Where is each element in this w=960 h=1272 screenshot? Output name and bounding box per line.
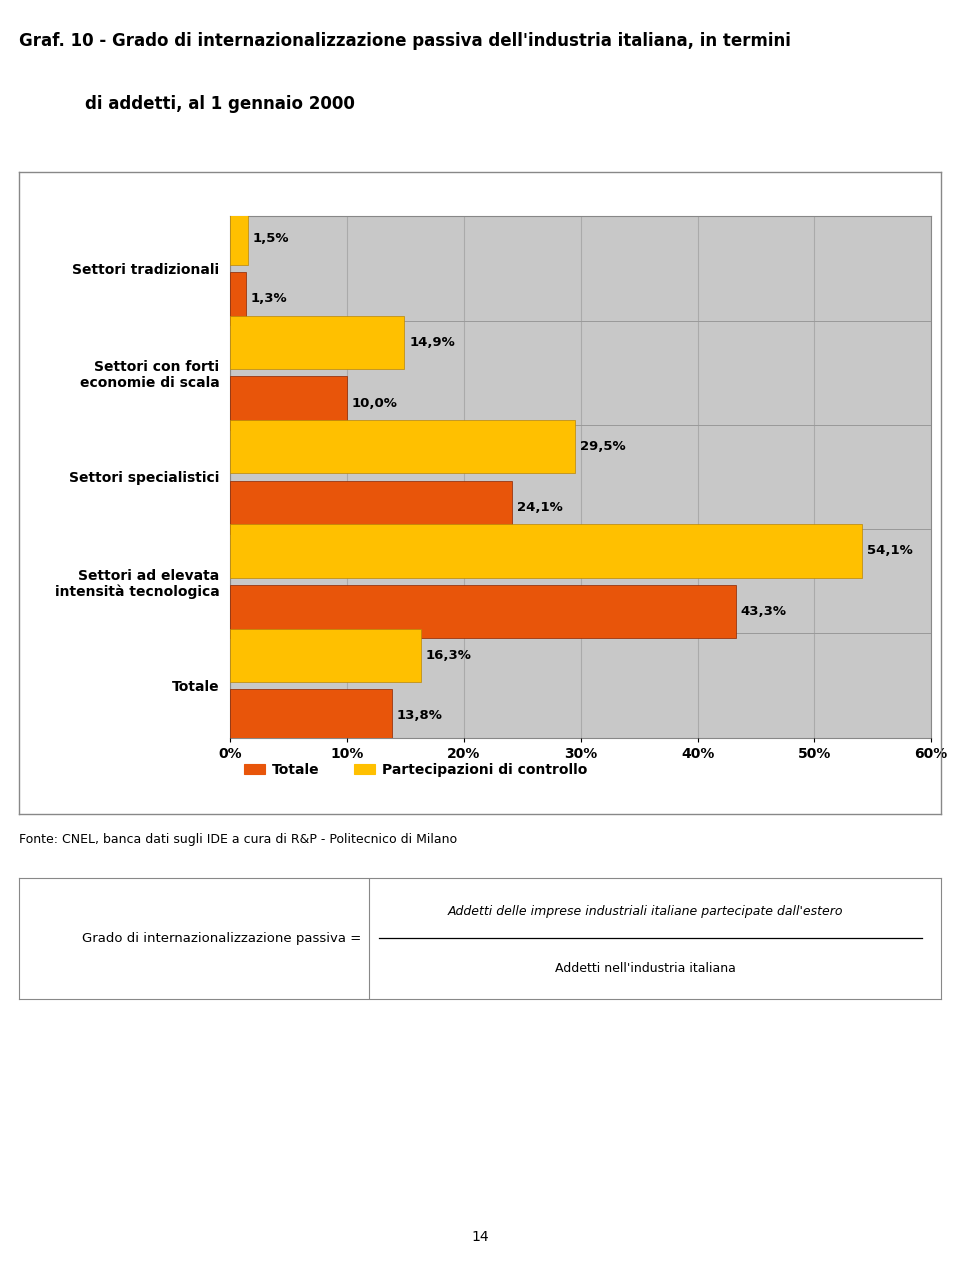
Bar: [230, 420, 575, 473]
Text: di addetti, al 1 gennaio 2000: di addetti, al 1 gennaio 2000: [84, 95, 355, 113]
Bar: [230, 689, 392, 743]
Bar: [230, 377, 348, 430]
Bar: [230, 585, 736, 639]
Text: 29,5%: 29,5%: [580, 440, 625, 453]
Text: 1,5%: 1,5%: [252, 232, 289, 244]
Text: Grado di internazionalizzazione passiva =: Grado di internazionalizzazione passiva …: [83, 931, 362, 945]
Bar: [230, 272, 246, 326]
Text: 14,9%: 14,9%: [409, 336, 455, 349]
Text: 54,1%: 54,1%: [867, 544, 913, 557]
Legend: Totale, Partecipazioni di controllo: Totale, Partecipazioni di controllo: [238, 757, 592, 782]
Bar: [230, 211, 248, 265]
Text: Addetti delle imprese industriali italiane partecipate dall'estero: Addetti delle imprese industriali italia…: [448, 904, 844, 918]
Text: 13,8%: 13,8%: [396, 710, 443, 722]
Bar: [230, 315, 404, 369]
Bar: [230, 524, 862, 577]
Text: Addetti nell'industria italiana: Addetti nell'industria italiana: [556, 962, 736, 974]
Text: 14: 14: [471, 1230, 489, 1244]
Bar: [230, 628, 420, 682]
Text: 10,0%: 10,0%: [352, 397, 397, 410]
Text: Fonte: CNEL, banca dati sugli IDE a cura di R&P - Politecnico di Milano: Fonte: CNEL, banca dati sugli IDE a cura…: [19, 833, 457, 846]
Text: Graf. 10 - Grado di internazionalizzazione passiva dell'industria italiana, in t: Graf. 10 - Grado di internazionalizzazio…: [19, 32, 791, 50]
Text: 43,3%: 43,3%: [741, 605, 787, 618]
Text: 16,3%: 16,3%: [425, 649, 471, 661]
Bar: [230, 481, 512, 534]
Text: 24,1%: 24,1%: [516, 501, 563, 514]
Text: 1,3%: 1,3%: [251, 293, 287, 305]
